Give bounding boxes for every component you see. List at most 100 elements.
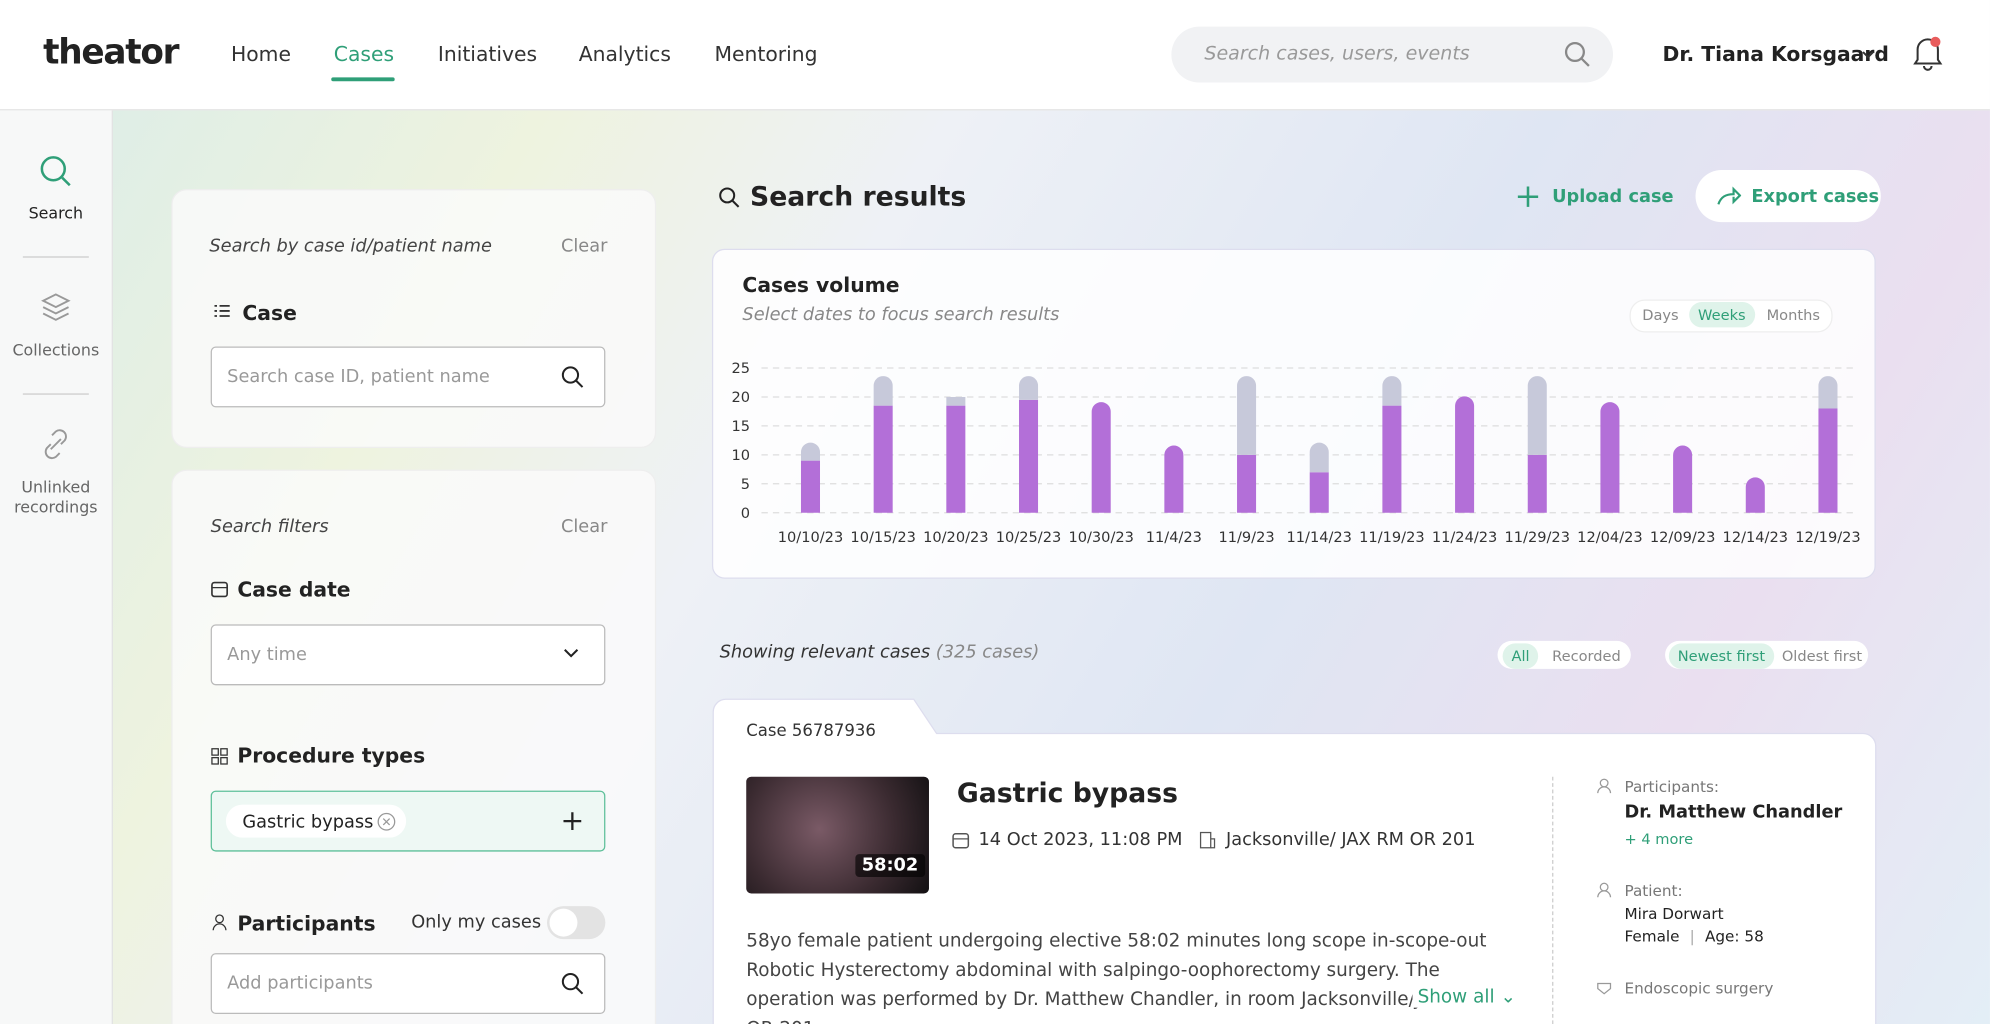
bar-segment: [1019, 376, 1039, 400]
logo[interactable]: theator: [43, 32, 179, 73]
label: Search filters: [210, 516, 329, 537]
bar-segment: [1527, 454, 1547, 513]
y-tick-label: 20: [731, 389, 750, 406]
nav-item[interactable]: Analytics: [578, 41, 671, 66]
bar-segment: [873, 405, 893, 513]
toggle-label: Only my cases: [411, 912, 542, 933]
notifications[interactable]: [1910, 34, 1946, 72]
duration: 58:02: [855, 854, 925, 877]
view-option[interactable]: Recorded: [1552, 647, 1621, 666]
heading: Participants: [237, 911, 376, 936]
tag: [225, 804, 407, 838]
sort-option-active[interactable]: Newest first: [1668, 643, 1774, 669]
x-tick-label: 11/14/23: [1286, 529, 1351, 546]
export-label: Export cases: [1751, 186, 1880, 207]
bar-segment: [1309, 442, 1329, 473]
search-icon: [719, 187, 740, 208]
show-all[interactable]: Show all ⌄: [1412, 987, 1516, 1008]
search-icon[interactable]: [561, 366, 584, 389]
period-option[interactable]: Days: [1642, 305, 1679, 324]
bar-segment: [873, 376, 893, 406]
bar-segment: [946, 396, 966, 406]
more-participants[interactable]: + 4 more: [1624, 829, 1694, 848]
divider: [22, 393, 89, 395]
bar-segment: [1382, 405, 1402, 513]
bar-segment: [1745, 477, 1765, 513]
search-icon[interactable]: [39, 155, 72, 188]
view-option-active[interactable]: All: [1502, 643, 1539, 669]
x-tick-label: 10/30/23: [1068, 529, 1133, 546]
x-tick-label: 10/20/23: [923, 529, 988, 546]
divider: [1552, 776, 1554, 1024]
bar-segment: [1527, 376, 1547, 455]
bar-segment: [1091, 402, 1111, 513]
bar-segment: [1673, 445, 1693, 513]
case-title: Gastric bypass: [956, 777, 1178, 809]
toggle[interactable]: [546, 906, 606, 940]
results-title: Search results: [750, 181, 967, 212]
chevron: [564, 649, 579, 658]
case-input[interactable]: [210, 346, 606, 408]
bar-segment: [1019, 399, 1039, 513]
nav-item[interactable]: Initiatives: [437, 41, 538, 66]
bar-segment: [1237, 454, 1257, 513]
x-tick-label: 12/09/23: [1650, 529, 1715, 546]
divider: [22, 256, 89, 258]
tag-label: Gastric bypass: [242, 812, 374, 833]
label: Search by case id/patient name: [209, 236, 492, 257]
description-text: 58yo female patient undergoing elective …: [746, 931, 1487, 1024]
label: Show all: [1417, 987, 1495, 1008]
sort-option[interactable]: Oldest first: [1781, 647, 1863, 666]
label: Showing relevant cases: [719, 642, 931, 663]
y-tick-label: 15: [731, 418, 750, 435]
bar-segment: [1818, 408, 1838, 513]
clear-button[interactable]: Clear: [560, 236, 608, 257]
search-placeholder: Search cases, users, events: [1204, 41, 1470, 65]
x-tick-label: 12/19/23: [1795, 529, 1860, 546]
global-search[interactable]: [1171, 26, 1614, 83]
bar-segment: [1382, 376, 1402, 406]
sidebar-item[interactable]: Unlinked recordings: [14, 477, 98, 517]
participants-input[interactable]: [210, 953, 606, 1015]
clear-button[interactable]: Clear: [560, 516, 608, 537]
showing-label: Showing relevant cases (325 cases): [720, 642, 1040, 662]
sidebar: [0, 110, 113, 1024]
sidebar-item[interactable]: Search: [28, 203, 84, 223]
bar-segment: [1818, 376, 1838, 409]
placeholder: Search case ID, patient name: [227, 366, 490, 388]
y-tick-label: 10: [731, 447, 750, 464]
bar-segment: [1164, 445, 1184, 513]
bar-segment: [946, 405, 966, 513]
sidebar-item[interactable]: Collections: [12, 340, 100, 360]
nav-item-active[interactable]: Cases: [333, 41, 395, 66]
case-date: 14 Oct 2023, 11:08 PM: [978, 829, 1183, 851]
nav-underline: [331, 77, 395, 82]
top-bar: [0, 0, 1990, 111]
placeholder: Any time: [227, 644, 307, 666]
period-option-active[interactable]: Weeks: [1689, 302, 1755, 328]
nav-item[interactable]: Home: [230, 41, 291, 66]
period-option[interactable]: Months: [1766, 305, 1820, 324]
search-icon[interactable]: [1564, 41, 1592, 69]
heading: Case: [242, 300, 297, 325]
procedure-field[interactable]: [210, 790, 606, 852]
bar-segment: [1309, 472, 1329, 513]
remove-tag[interactable]: [377, 812, 396, 831]
heading: Case date: [237, 577, 351, 602]
upload-button[interactable]: Upload case: [1552, 186, 1674, 207]
chevron: [1862, 51, 1874, 59]
unlink-icon[interactable]: [39, 428, 72, 461]
nav-item[interactable]: Mentoring: [714, 41, 818, 66]
collections-icon[interactable]: [39, 291, 72, 324]
user-menu[interactable]: Dr. Tiana Korsgaard: [1662, 41, 1889, 66]
case-description: 58yo female patient undergoing elective …: [746, 928, 1507, 1024]
bar-segment: [800, 442, 821, 461]
y-tick-label: 25: [731, 360, 750, 377]
date-select[interactable]: [210, 624, 606, 686]
add-button[interactable]: [562, 811, 582, 831]
person-icon: [212, 914, 227, 931]
surgery-type: Endoscopic surgery: [1624, 979, 1774, 998]
search-icon[interactable]: [561, 972, 584, 995]
chart: 0 5 10 15 20 25 10/10/23 10/15/23 10/20/23 10/25/…: [731, 360, 1860, 546]
